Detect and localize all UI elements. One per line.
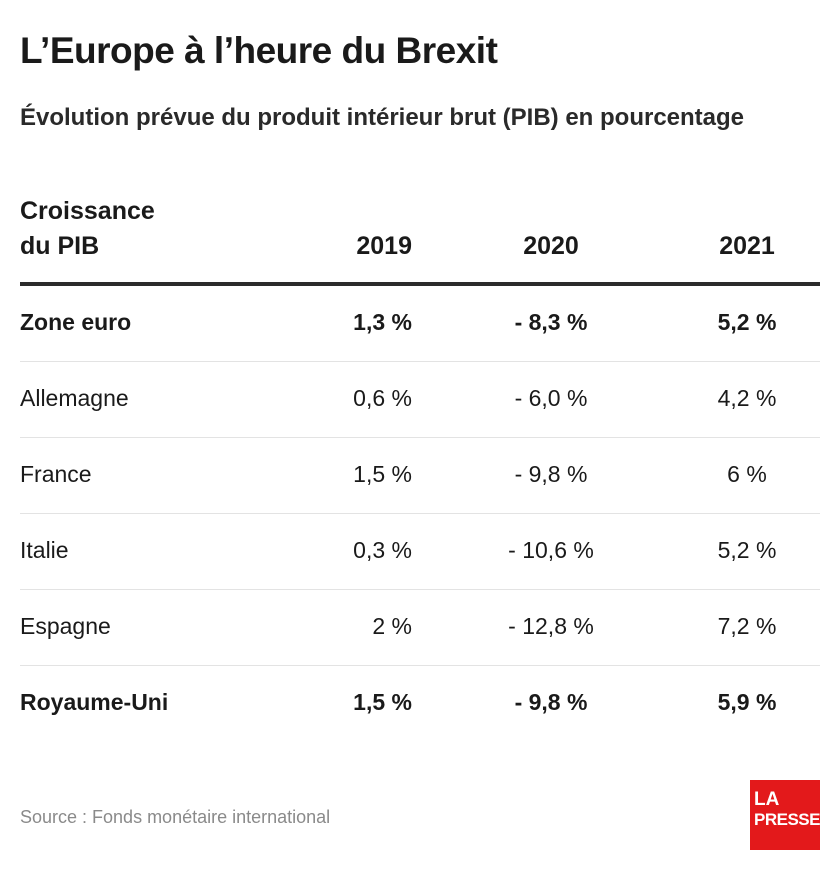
gdp-table: Croissance du PIB 2019 2020 2021 Zone eu… bbox=[20, 192, 820, 741]
cell-2021: 5,2 % bbox=[717, 309, 777, 335]
cell-2020: - 12,8 % bbox=[508, 613, 594, 639]
cell-2021: 5,2 % bbox=[717, 537, 777, 563]
cell-2021: 5,9 % bbox=[717, 689, 777, 715]
cell-2021: 6 % bbox=[727, 461, 767, 487]
column-header-2019: 2019 bbox=[356, 232, 412, 260]
table-header: Croissance du PIB 2019 2020 2021 bbox=[20, 192, 820, 286]
row-label: Allemagne bbox=[20, 385, 129, 411]
source-note: Source : Fonds monétaire international bbox=[20, 807, 331, 827]
table-row: Zone euro 1,3 % - 8,3 % 5,2 % bbox=[20, 286, 820, 362]
table-row: France 1,5 % - 9,8 % 6 % bbox=[20, 438, 820, 514]
row-label: Italie bbox=[20, 537, 69, 563]
column-header-2021: 2021 bbox=[719, 232, 775, 260]
row-label: Royaume-Uni bbox=[20, 689, 169, 715]
cell-2021: 4,2 % bbox=[717, 385, 777, 411]
cell-2020: - 9,8 % bbox=[514, 461, 588, 487]
cell-2019: 0,3 % bbox=[353, 537, 412, 563]
table-row: Royaume-Uni 1,5 % - 9,8 % 5,9 % bbox=[20, 666, 820, 741]
cell-2020: - 8,3 % bbox=[514, 309, 588, 335]
cell-2020: - 9,8 % bbox=[514, 689, 588, 715]
row-header-line-1: Croissance bbox=[20, 197, 155, 225]
cell-2019: 2 % bbox=[372, 613, 412, 639]
row-label: Zone euro bbox=[20, 309, 132, 335]
page-subtitle: Évolution prévue du produit intérieur br… bbox=[20, 104, 745, 131]
cell-2020: - 10,6 % bbox=[508, 537, 594, 563]
row-label: Espagne bbox=[20, 613, 111, 639]
row-header-line-2: du PIB bbox=[20, 232, 100, 260]
row-label: France bbox=[20, 461, 92, 487]
cell-2021: 7,2 % bbox=[717, 613, 777, 639]
table-row: Espagne 2 % - 12,8 % 7,2 % bbox=[20, 590, 820, 666]
logo-line-presse: PRESSE bbox=[754, 810, 820, 829]
cell-2019: 0,6 % bbox=[353, 385, 412, 411]
cell-2020: - 6,0 % bbox=[514, 385, 588, 411]
page-title: L’Europe à l’heure du Brexit bbox=[20, 30, 498, 71]
table-row: Allemagne 0,6 % - 6,0 % 4,2 % bbox=[20, 362, 820, 438]
table-row: Italie 0,3 % - 10,6 % 5,2 % bbox=[20, 514, 820, 590]
column-header-2020: 2020 bbox=[523, 232, 579, 260]
logo-line-la: LA bbox=[754, 789, 780, 810]
cell-2019: 1,5 % bbox=[353, 689, 412, 715]
row-header-label: Croissance du PIB bbox=[20, 194, 280, 264]
cell-2019: 1,5 % bbox=[353, 461, 412, 487]
cell-2019: 1,3 % bbox=[353, 309, 412, 335]
la-presse-logo: LA PRESSE bbox=[750, 780, 820, 850]
